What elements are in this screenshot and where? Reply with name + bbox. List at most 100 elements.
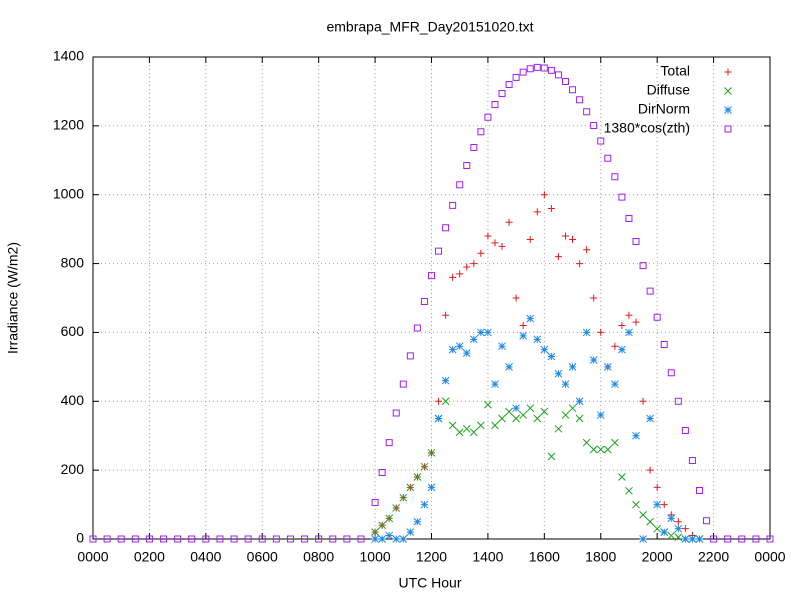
data-point	[653, 524, 662, 533]
data-point	[463, 161, 471, 169]
legend-label: Diffuse	[647, 82, 691, 98]
data-point	[646, 517, 654, 526]
data-point	[103, 535, 111, 543]
data-point	[512, 294, 520, 302]
data-point	[540, 64, 548, 72]
data-point	[89, 535, 97, 543]
data-point	[301, 535, 309, 543]
data-point	[371, 535, 379, 543]
data-point	[441, 376, 450, 385]
data-point	[526, 314, 535, 323]
data-point	[420, 462, 429, 471]
data-point	[667, 369, 675, 377]
data-point	[597, 137, 605, 145]
data-point	[392, 409, 400, 417]
data-point	[632, 318, 640, 326]
data-point	[639, 262, 647, 270]
data-point	[441, 397, 450, 406]
data-point	[174, 535, 182, 543]
data-point	[378, 521, 386, 530]
data-point	[378, 535, 386, 543]
data-point	[371, 499, 379, 507]
data-point	[575, 414, 584, 423]
data-point	[603, 445, 612, 454]
data-point	[413, 324, 421, 332]
data-point	[491, 421, 499, 430]
data-point	[681, 535, 690, 543]
data-point	[561, 411, 570, 419]
x-tick-label: 0000	[754, 549, 785, 565]
data-point	[618, 193, 626, 201]
data-point	[449, 273, 457, 281]
data-point	[568, 363, 577, 371]
y-tick-label: 1000	[53, 185, 84, 201]
data-point	[568, 404, 577, 413]
x-tick-label: 0000	[77, 549, 108, 565]
legend-label: Total	[660, 63, 690, 79]
data-point	[413, 517, 422, 526]
data-point	[561, 232, 569, 240]
data-point	[505, 218, 513, 226]
data-point	[710, 535, 718, 543]
data-point	[547, 352, 556, 361]
data-point	[569, 86, 577, 94]
x-tick-label: 0400	[190, 549, 221, 565]
data-point	[462, 349, 471, 357]
data-point	[385, 531, 394, 540]
data-point	[427, 449, 436, 457]
data-point	[526, 65, 534, 73]
data-point	[653, 500, 662, 509]
data-point	[448, 345, 457, 354]
data-point	[611, 173, 619, 181]
data-point	[455, 342, 464, 351]
data-point	[484, 328, 492, 337]
data-point	[590, 122, 598, 130]
data-point	[399, 493, 408, 502]
data-point	[632, 238, 640, 246]
data-point	[258, 535, 266, 543]
data-point	[477, 128, 485, 136]
data-point	[392, 535, 401, 543]
data-point	[498, 89, 506, 97]
data-point	[667, 531, 676, 540]
data-point	[639, 397, 647, 405]
data-point	[547, 204, 555, 212]
data-point	[618, 473, 626, 481]
data-point	[505, 407, 513, 416]
y-tick-label: 200	[61, 461, 85, 477]
data-point	[456, 270, 464, 278]
data-point	[491, 380, 499, 388]
data-point	[625, 328, 633, 337]
legend-label: 1380*cos(zth)	[604, 120, 690, 136]
data-point	[491, 239, 499, 247]
data-point	[512, 414, 520, 423]
data-point	[512, 73, 520, 81]
data-point	[435, 397, 443, 405]
data-point	[442, 224, 450, 232]
data-point	[589, 445, 598, 454]
data-point	[491, 101, 499, 109]
data-point	[526, 235, 534, 243]
data-point	[596, 445, 605, 454]
data-point	[145, 535, 153, 543]
data-point	[498, 242, 506, 250]
data-point	[469, 428, 478, 437]
x-tick-label: 1400	[472, 549, 503, 565]
data-point	[611, 438, 619, 447]
data-point	[660, 340, 668, 348]
data-point	[526, 404, 535, 413]
data-point	[540, 345, 549, 354]
data-point	[406, 483, 415, 492]
data-point	[188, 535, 196, 543]
data-point	[448, 421, 457, 430]
data-point	[589, 356, 598, 364]
legend-marker	[724, 125, 732, 133]
data-point	[533, 335, 542, 344]
data-point	[611, 342, 619, 350]
data-point	[456, 181, 464, 189]
chart-title: embrapa_MFR_Day20151020.txt	[326, 19, 533, 35]
data-point	[442, 311, 450, 319]
plot-border	[92, 56, 771, 540]
